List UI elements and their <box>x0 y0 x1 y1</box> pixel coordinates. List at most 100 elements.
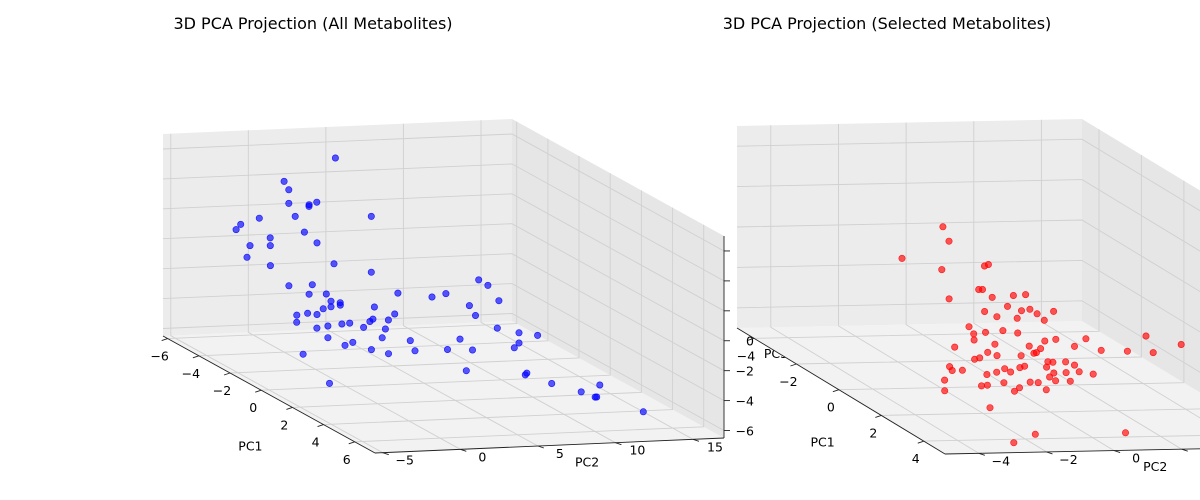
y-tick <box>1046 451 1053 455</box>
x-gridline <box>796 155 1142 365</box>
x-tick <box>255 389 262 393</box>
y-gridline <box>770 125 980 454</box>
data-point <box>1123 347 1131 355</box>
data-point <box>945 295 953 303</box>
y-tick-label: 10 <box>629 443 645 458</box>
chart-title: 3D PCA Projection (Selected Metabolites) <box>723 14 1052 33</box>
data-point <box>313 198 321 206</box>
z-tick-label: −4 <box>736 394 754 409</box>
data-point <box>484 281 492 289</box>
x-tick <box>286 406 293 410</box>
data-point <box>465 302 473 310</box>
x-gridline <box>292 190 642 408</box>
x-tick <box>832 389 840 393</box>
back-wall-pane <box>512 119 724 438</box>
data-point <box>378 334 386 342</box>
scatter-points <box>232 154 647 416</box>
x-gridline <box>923 435 1200 442</box>
data-point <box>443 345 451 353</box>
data-point <box>255 214 263 222</box>
data-point <box>591 393 599 401</box>
data-point <box>338 320 346 328</box>
data-point <box>993 352 1001 360</box>
y-tick-label: −2 <box>1059 452 1077 467</box>
data-point <box>1021 362 1029 370</box>
x-tick-label: −6 <box>150 349 168 364</box>
x-tick <box>747 337 755 341</box>
data-point <box>1041 337 1049 345</box>
x-gridline <box>229 156 580 374</box>
data-point <box>1017 352 1025 360</box>
data-point <box>1026 378 1034 386</box>
data-point <box>305 290 313 298</box>
x-tick-label: −2 <box>213 383 231 398</box>
data-point <box>293 311 301 319</box>
data-point <box>495 297 503 305</box>
data-point <box>1089 370 1097 378</box>
y-gridline <box>973 121 1183 450</box>
x-gridline <box>881 408 1200 416</box>
x-gridline <box>753 129 1100 339</box>
data-point <box>319 305 327 313</box>
z-gridline <box>736 179 1200 252</box>
y-gridline <box>325 127 539 447</box>
x-gridline <box>838 180 1185 391</box>
z-gridline <box>736 259 1200 333</box>
x-axis-line <box>736 327 946 455</box>
data-point <box>970 330 978 338</box>
data-point <box>515 339 523 347</box>
data-point <box>370 303 378 311</box>
data-point <box>1050 369 1058 377</box>
data-point <box>313 310 321 318</box>
z-gridline <box>162 133 725 252</box>
data-point <box>285 199 293 207</box>
data-point <box>1001 365 1009 373</box>
data-point <box>958 366 966 374</box>
data-point <box>300 228 308 236</box>
z-tick-label: −2 <box>736 364 754 379</box>
data-point <box>313 239 321 247</box>
data-point <box>442 290 450 298</box>
data-point <box>1040 316 1048 324</box>
z-gridline <box>736 219 1200 293</box>
data-point <box>462 367 470 375</box>
x-tick-label: 0 <box>827 400 835 415</box>
data-point <box>898 254 906 262</box>
data-point <box>471 311 479 319</box>
y-tick <box>537 445 545 449</box>
data-point <box>313 324 321 332</box>
y-tick <box>1181 448 1188 452</box>
data-point <box>384 316 392 324</box>
data-point <box>367 346 375 354</box>
data-point <box>367 268 375 276</box>
data-point <box>266 262 274 270</box>
data-point <box>1034 379 1042 387</box>
data-point <box>304 309 312 317</box>
data-point <box>596 381 604 389</box>
data-point <box>548 379 556 387</box>
data-point <box>325 379 333 387</box>
data-point <box>984 260 992 268</box>
data-point <box>1026 305 1034 313</box>
data-point <box>993 313 1001 321</box>
y-gridline <box>480 120 694 440</box>
data-point <box>983 370 991 378</box>
data-point <box>977 382 985 390</box>
x-tick-label: 6 <box>343 452 351 467</box>
y-tick-label: −5 <box>396 453 414 468</box>
y-tick-label: 5 <box>556 446 564 461</box>
data-point <box>1009 291 1017 299</box>
x-gridline <box>323 207 674 426</box>
data-point <box>346 319 354 327</box>
x-axis-label: PC1 <box>238 439 262 454</box>
y-axis-line <box>944 448 1200 455</box>
data-point <box>237 220 245 228</box>
data-point <box>510 344 518 352</box>
data-point <box>945 237 953 245</box>
data-point <box>941 387 949 395</box>
data-point <box>1046 373 1054 381</box>
data-point <box>1003 302 1011 310</box>
data-point <box>384 350 392 358</box>
z-tick-label: 0 <box>746 334 754 349</box>
x-tick <box>875 415 882 418</box>
